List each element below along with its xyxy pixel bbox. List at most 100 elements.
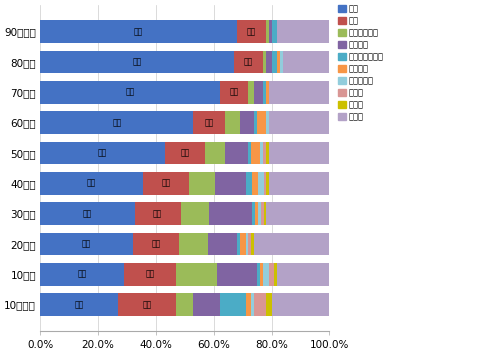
Bar <box>278 263 329 286</box>
Legend: 転倒, 転落, 切る・刺さる, ぶつかる, 誤って飲み込む, かまれる, はさまれる, やけど, 溺れる, その他: 転倒, 転落, 切る・刺さる, ぶつかる, 誤って飲み込む, かまれる, はさま… <box>337 3 386 123</box>
Bar <box>252 202 255 225</box>
Text: 転倒: 転倒 <box>112 118 121 127</box>
Text: 転落: 転落 <box>229 88 238 97</box>
Bar <box>215 172 246 195</box>
Bar <box>267 202 329 225</box>
Bar <box>237 233 240 255</box>
Text: 転落: 転落 <box>246 27 256 36</box>
Text: 転倒: 転倒 <box>75 300 84 309</box>
Bar <box>237 20 266 43</box>
Text: 転落: 転落 <box>153 209 162 218</box>
Bar <box>266 293 272 316</box>
Bar <box>180 202 209 225</box>
Bar <box>254 111 257 134</box>
Bar <box>225 142 248 164</box>
Text: 転落: 転落 <box>161 179 171 188</box>
Bar <box>264 172 267 195</box>
Bar <box>263 51 266 73</box>
Bar <box>269 263 275 286</box>
Bar <box>40 51 234 73</box>
Bar <box>278 51 280 73</box>
Bar <box>260 263 263 286</box>
Bar <box>269 81 329 104</box>
Text: 転落: 転落 <box>180 148 189 158</box>
Bar <box>193 293 219 316</box>
Bar <box>248 81 254 104</box>
Bar <box>216 263 257 286</box>
Bar <box>209 202 252 225</box>
Text: 転落: 転落 <box>244 57 253 67</box>
Text: 転倒: 転倒 <box>78 270 87 279</box>
Bar <box>225 111 240 134</box>
Bar <box>252 142 260 164</box>
Bar <box>189 172 215 195</box>
Bar <box>40 20 237 43</box>
Bar <box>205 142 225 164</box>
Bar <box>252 293 254 316</box>
Bar <box>240 111 254 134</box>
Bar <box>246 172 252 195</box>
Bar <box>40 81 219 104</box>
Bar <box>257 263 260 286</box>
Text: 転倒: 転倒 <box>87 179 96 188</box>
Bar <box>135 202 180 225</box>
Bar <box>124 263 176 286</box>
Bar <box>133 233 179 255</box>
Bar <box>261 202 264 225</box>
Bar <box>40 172 143 195</box>
Bar <box>40 202 135 225</box>
Bar <box>254 233 329 255</box>
Bar <box>278 20 329 43</box>
Bar <box>255 202 258 225</box>
Bar <box>245 293 252 316</box>
Bar <box>263 263 269 286</box>
Bar <box>254 293 266 316</box>
Bar <box>240 233 245 255</box>
Bar <box>269 20 272 43</box>
Bar <box>272 20 278 43</box>
Bar <box>164 142 205 164</box>
Bar <box>252 172 258 195</box>
Bar <box>269 172 329 195</box>
Bar <box>266 20 269 43</box>
Text: 転倒: 転倒 <box>125 88 134 97</box>
Bar <box>40 233 133 255</box>
Bar <box>40 142 164 164</box>
Bar <box>263 142 266 164</box>
Bar <box>234 51 263 73</box>
Bar <box>266 111 269 134</box>
Bar <box>40 263 124 286</box>
Bar <box>252 233 254 255</box>
Bar <box>266 142 269 164</box>
Bar <box>176 293 193 316</box>
Bar <box>272 51 278 73</box>
Bar <box>283 51 329 73</box>
Bar <box>266 81 269 104</box>
Text: 転倒: 転倒 <box>83 209 92 218</box>
Bar <box>208 233 237 255</box>
Bar <box>248 233 252 255</box>
Bar <box>40 293 118 316</box>
Bar <box>266 51 272 73</box>
Bar <box>219 293 245 316</box>
Bar <box>275 263 278 286</box>
Text: 転落: 転落 <box>151 239 160 249</box>
Text: 転落: 転落 <box>205 118 214 127</box>
Bar <box>280 51 283 73</box>
Text: 転落: 転落 <box>143 300 152 309</box>
Bar <box>118 293 176 316</box>
Bar <box>272 293 329 316</box>
Bar <box>269 142 329 164</box>
Bar <box>143 172 189 195</box>
Text: 転倒: 転倒 <box>134 27 143 36</box>
Bar <box>248 142 252 164</box>
Text: 転落: 転落 <box>145 270 155 279</box>
Bar <box>257 111 266 134</box>
Bar <box>193 111 225 134</box>
Bar <box>258 202 261 225</box>
Bar <box>179 233 208 255</box>
Bar <box>260 142 263 164</box>
Bar <box>219 81 248 104</box>
Bar <box>254 81 263 104</box>
Bar <box>245 233 248 255</box>
